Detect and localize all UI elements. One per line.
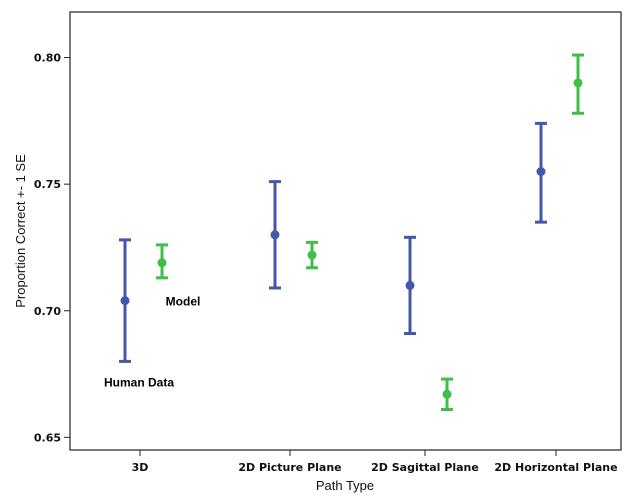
mean-point [536,167,546,177]
error-bar-series-1 [119,238,131,363]
x-tick-label: 2D Sagittal Plane [371,461,479,474]
y-tick-label: 0.75 [34,178,61,191]
y-tick-label: 0.70 [34,305,61,318]
plot-frame [69,11,622,451]
mean-point [442,389,452,399]
error-bar-series-2 [156,243,168,280]
x-tick-label: 3D [132,461,149,474]
x-tick-label: 2D Picture Plane [238,461,341,474]
mean-point [270,230,280,240]
x-axis: 3D 2D Picture Plane 2D Sagittal Plane 2D Ho… [132,450,618,474]
error-bar-series-2 [306,240,318,270]
annotations: Model Human Data [104,295,200,390]
y-axis: 0.65 0.70 0.75 0.80 [34,52,70,444]
error-bar-series-1 [269,180,281,290]
x-axis-title: Path Type [316,478,374,493]
y-axis-title: Proportion Correct +- 1 SE [13,154,28,308]
error-bar-series-2 [441,377,453,411]
x-tick-label: 2D Horizontal Plane [494,461,617,474]
error-bar-series-1 [535,121,547,224]
annotation-label: Model [166,295,201,309]
error-bar-series-1 [404,235,416,336]
error-bar-series-2 [572,53,584,115]
mean-point [157,258,167,268]
mean-point [120,296,130,306]
mean-point [573,78,583,88]
y-tick-label: 0.80 [34,52,61,65]
annotation-label: Human Data [104,376,174,390]
mean-point [307,250,317,260]
mean-point [405,280,415,290]
y-tick-label: 0.65 [34,431,61,444]
error-bars [119,53,584,411]
